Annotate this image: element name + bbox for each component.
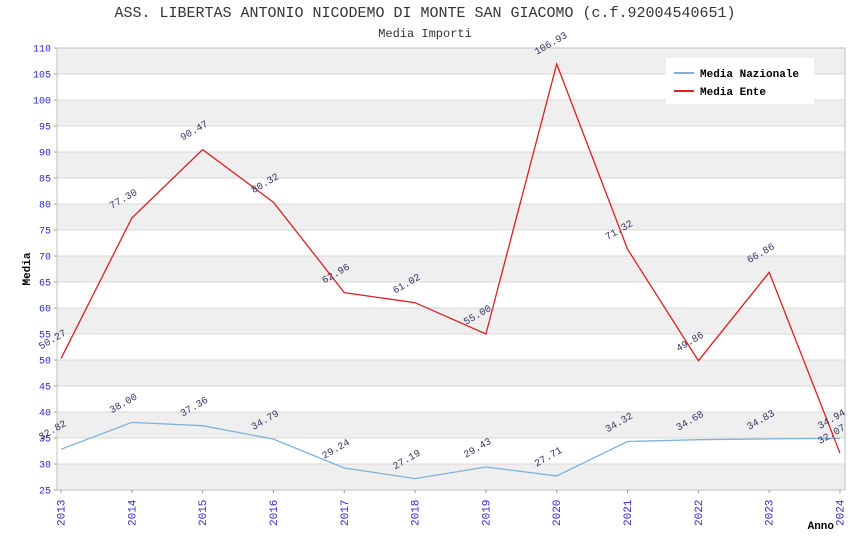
grid-band — [57, 282, 845, 308]
y-tick-label: 25 — [39, 487, 51, 498]
x-tick-label: 2023 — [765, 500, 777, 526]
x-tick-label: 2019 — [481, 500, 493, 526]
grid-band — [57, 386, 845, 412]
x-tick-label: 2022 — [694, 500, 706, 526]
x-tick-label: 2021 — [623, 499, 635, 526]
y-tick-label: 30 — [39, 461, 51, 472]
grid-band — [57, 126, 845, 152]
x-tick-label: 2017 — [340, 500, 352, 526]
y-tick-label: 95 — [39, 123, 51, 134]
x-axis-title: Anno — [808, 521, 835, 533]
plot-border — [56, 47, 846, 491]
y-tick-label: 35 — [39, 435, 51, 446]
y-tick-label: 70 — [39, 253, 51, 264]
grid-band — [57, 360, 845, 386]
grid-band — [57, 230, 845, 256]
legend-label: Media Ente — [700, 87, 766, 99]
series-line-media-ente — [60, 61, 841, 454]
y-tick-label: 55 — [39, 331, 51, 342]
grid-band — [57, 256, 845, 282]
grid-band — [57, 464, 845, 490]
grid-band — [57, 334, 845, 360]
x-tick-label: 2013 — [57, 500, 69, 526]
grid-band — [57, 438, 845, 464]
y-tick-label: 105 — [33, 71, 51, 82]
y-tick-label: 80 — [39, 201, 51, 212]
series-line-media-nazionale — [60, 421, 841, 480]
chart-subtitle: Media Importi — [378, 27, 472, 41]
y-tick-label: 60 — [39, 305, 51, 316]
legend-label: Media Nazionale — [700, 69, 799, 81]
x-tick-label: 2024 — [836, 499, 848, 526]
y-tick-label: 85 — [39, 175, 51, 186]
grid-band — [57, 178, 845, 204]
x-tick-label: 2020 — [552, 500, 564, 526]
x-tick-label: 2014 — [127, 499, 139, 526]
y-tick-label: 110 — [33, 45, 51, 56]
grid-band — [57, 308, 845, 334]
grid-band — [57, 100, 845, 126]
y-tick-label: 50 — [39, 357, 51, 368]
grid-band — [57, 204, 845, 230]
x-tick-label: 2016 — [269, 500, 281, 526]
y-tick-label: 100 — [33, 97, 51, 108]
y-tick-label: 75 — [39, 227, 51, 238]
y-tick-label: 90 — [39, 149, 51, 160]
y-tick-label: 40 — [39, 409, 51, 420]
legend-box — [666, 58, 814, 104]
x-tick-label: 2018 — [411, 500, 423, 526]
grid-band — [57, 152, 845, 178]
y-tick-label: 45 — [39, 383, 51, 394]
y-tick-label: 65 — [39, 279, 51, 290]
y-axis-title: Media — [22, 252, 34, 285]
chart-title: ASS. LIBERTAS ANTONIO NICODEMO DI MONTE … — [114, 5, 736, 22]
x-tick-label: 2015 — [198, 500, 210, 526]
